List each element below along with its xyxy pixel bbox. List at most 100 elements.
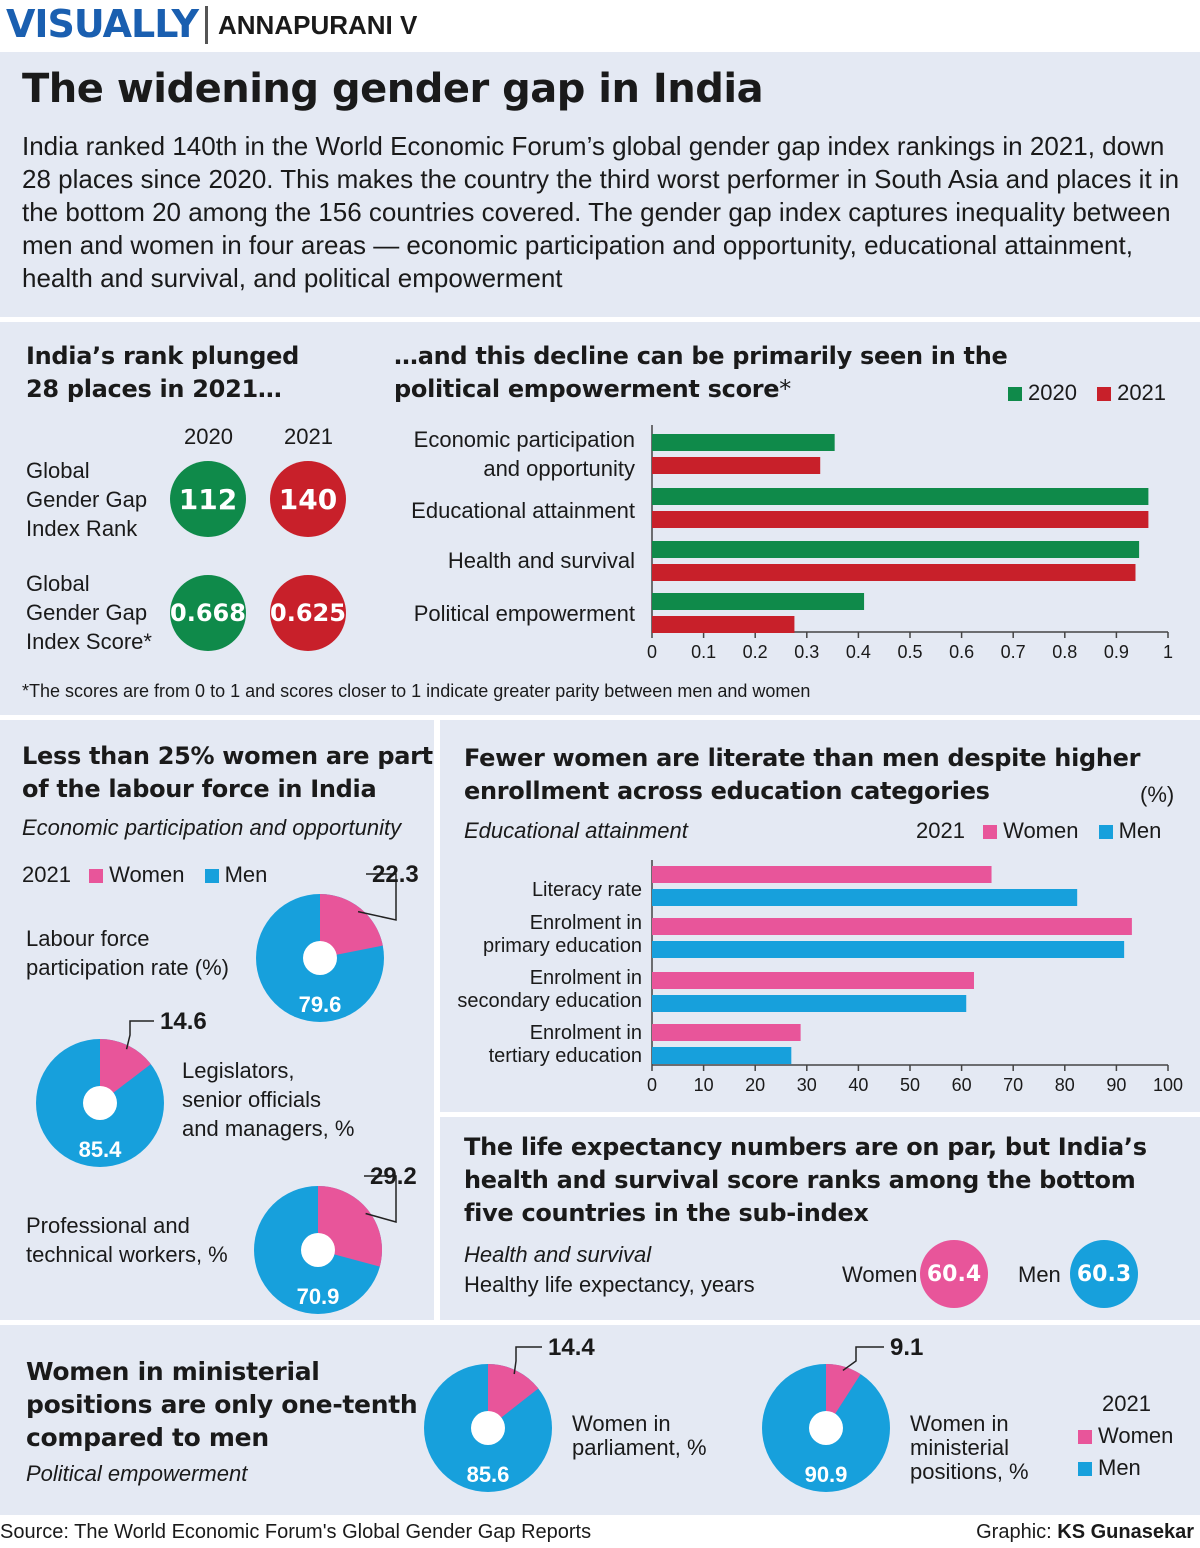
legend-2021-swatch	[1097, 387, 1112, 402]
x-tick-label: 0	[647, 1075, 657, 1095]
bar-2020-3	[652, 541, 1140, 558]
political-title-2: political empowerment score*	[394, 375, 791, 403]
donut-women-value: 29.2	[370, 1163, 417, 1190]
bar-2021-1	[652, 457, 821, 474]
parliament-label: Women in parliament, %	[572, 1411, 707, 1460]
labour-d3-label: Professional and technical workers, %	[26, 1213, 228, 1267]
health-title-3: five countries in the sub-index	[464, 1199, 869, 1227]
ministerial-donut-charts: 85.6 14.4 90.9 9.1	[424, 1334, 923, 1492]
bar-2020-1	[652, 434, 835, 451]
page-title: The widening gender gap in India	[22, 66, 764, 112]
ministerial-panel	[0, 1325, 1200, 1515]
intro-panel	[0, 52, 1200, 317]
health-label: Healthy life expectancy, years	[464, 1272, 755, 1297]
labour-title-2: of the labour force in India	[22, 775, 377, 803]
x-tick-label: 40	[848, 1075, 868, 1095]
legend-women-swatch	[89, 869, 104, 884]
donut-women-value: 22.3	[372, 861, 419, 888]
intro-text: India ranked 140th in the World Economic…	[22, 131, 1180, 293]
rank-year-2020: 2020	[184, 424, 233, 449]
bar-men-1	[652, 889, 1078, 906]
x-tick-label: 0.8	[1052, 642, 1077, 662]
literacy-title-1: Fewer women are literate than men despit…	[464, 744, 1141, 772]
author-name: ANNAPURANI V	[218, 10, 418, 40]
donut-men-value: 85.6	[467, 1462, 510, 1487]
political-legend: 2020 2021	[1008, 378, 1166, 407]
x-tick-label: 0.6	[949, 642, 974, 662]
literacy-subtitle: Educational attainment	[464, 818, 688, 843]
literacy-legend-men-swatch	[1098, 825, 1113, 840]
x-tick-label: 70	[1003, 1075, 1023, 1095]
donut-women-segment	[488, 1364, 539, 1428]
donut-men-value: 79.6	[299, 992, 342, 1017]
literacy-cat-1: Literacy rate	[531, 879, 642, 901]
ministerial-legend: 2021 Women Men	[1078, 1388, 1173, 1484]
donut-women-segment	[826, 1364, 861, 1428]
bar-men-4	[652, 1047, 792, 1064]
political-cat-2: Educational attainment	[411, 498, 635, 523]
donut-men-value: 90.9	[805, 1462, 848, 1487]
professional-donut	[254, 1186, 382, 1314]
literacy-legend-women-swatch	[983, 825, 998, 840]
legend-men-swatch	[204, 869, 219, 884]
score-label: Global Gender Gap Index Score*	[26, 571, 152, 654]
literacy-cat-3: Enrolment in secondary education	[457, 967, 642, 1012]
donut-hole	[301, 1233, 335, 1267]
rank-2020-circle: 112	[170, 461, 246, 537]
rank-title-2: 28 places in 2021…	[26, 375, 282, 403]
legend-2020-swatch	[1008, 387, 1022, 402]
health-title-2: health and survival score ranks among th…	[464, 1166, 1136, 1194]
bar-women-2	[652, 918, 1132, 935]
labour-d1-label: Labour force participation rate (%)	[26, 926, 229, 980]
labour-donut-charts: 79.6 22.3 85.4 14.6 70.9 29.2	[36, 861, 419, 1314]
footnote: *The scores are from 0 to 1 and scores c…	[22, 681, 811, 701]
donut-men-value: 70.9	[297, 1284, 340, 1309]
donut-leader-line	[513, 1346, 542, 1375]
x-tick-label: 0.4	[846, 642, 871, 662]
donut-leader-line	[364, 1175, 397, 1223]
graphic-credit: Graphic: KS Gunasekar	[976, 1521, 1194, 1543]
x-tick-label: 0.3	[794, 642, 819, 662]
ministerial-title-2: positions are only one-tenth	[26, 1390, 418, 1419]
donut-women-value: 9.1	[890, 1334, 923, 1361]
x-tick-label: 0.2	[743, 642, 768, 662]
ministerial-subtitle: Political empowerment	[26, 1461, 248, 1486]
bar-2021-2	[652, 511, 1149, 528]
parliament-donut	[424, 1364, 552, 1492]
donut-men-value: 85.4	[79, 1137, 123, 1162]
literacy-cat-2: Enrolment in primary education	[483, 912, 642, 957]
donut-leader-line	[357, 873, 397, 921]
ministers-label: Women in ministerial positions, %	[910, 1411, 1029, 1484]
legislators-donut	[36, 1039, 164, 1167]
health-men-label: Men	[1018, 1262, 1061, 1287]
bar-women-3	[652, 972, 974, 989]
labour-title-1: Less than 25% women are part	[22, 742, 433, 770]
health-men-circle: 60.3	[1070, 1240, 1138, 1308]
ministerial-legend-women-swatch	[1078, 1430, 1092, 1445]
political-bar-chart: 0 0.1 0.2 0.3 0.4 0.5 0.6 0.7 0.8 0.9 1	[647, 425, 1173, 662]
x-tick-label: 90	[1106, 1075, 1126, 1095]
x-tick-label: 60	[952, 1075, 972, 1095]
health-women-label: Women	[842, 1262, 918, 1287]
ministerial-title-3: compared to men	[26, 1423, 269, 1452]
rank-2021-circle: 140	[270, 461, 346, 537]
political-cat-4: Political empowerment	[413, 601, 635, 626]
x-tick-label: 30	[797, 1075, 817, 1095]
x-tick-label: 10	[694, 1075, 714, 1095]
donut-women-segment	[100, 1039, 151, 1103]
rank-title-1: India’s rank plunged	[26, 342, 300, 370]
donut-women-value: 14.4	[548, 1334, 595, 1361]
x-tick-label: 1	[1163, 642, 1173, 662]
header-divider	[205, 6, 208, 44]
bar-men-3	[652, 995, 967, 1012]
health-title-1: The life expectancy numbers are on par, …	[464, 1133, 1147, 1161]
literacy-bar-chart: 0 10 20 30 40 50 60 70 80 90 100	[647, 860, 1183, 1095]
donut-hole	[471, 1411, 505, 1445]
bar-women-4	[652, 1024, 801, 1041]
bar-2021-4	[652, 616, 795, 633]
bar-2021-3	[652, 564, 1136, 581]
score-2021-circle: 0.625	[270, 575, 346, 651]
rank-year-2021: 2021	[284, 424, 333, 449]
literacy-cat-4: Enrolment in tertiary education	[488, 1022, 642, 1067]
political-title-1: …and this decline can be primarily seen …	[394, 342, 1008, 370]
